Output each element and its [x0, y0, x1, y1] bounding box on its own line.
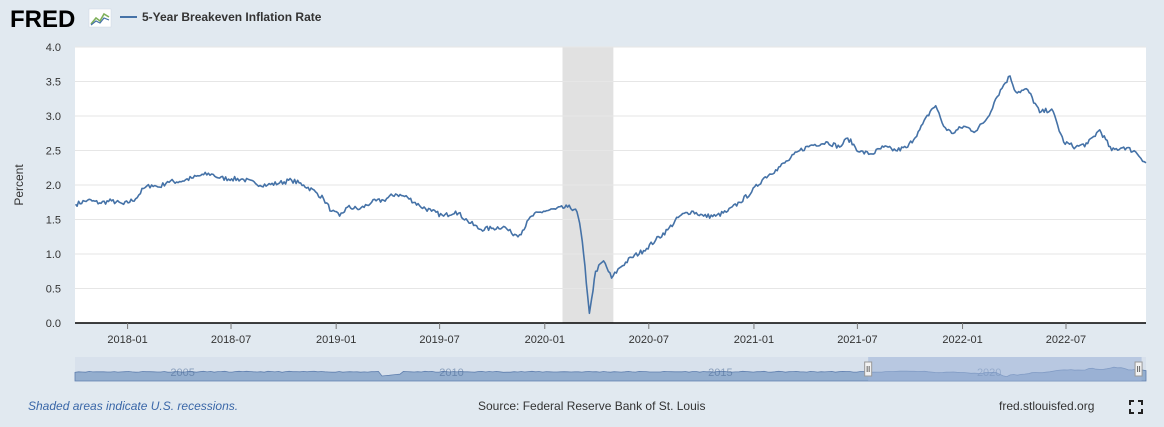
recession-note: Shaded areas indicate U.S. recessions.	[28, 399, 239, 413]
y-tick-label: 2.0	[46, 180, 61, 192]
y-tick-label: 2.5	[46, 146, 61, 158]
y-tick-label: 3.5	[46, 77, 61, 89]
y-tick-label: 4.0	[46, 42, 61, 54]
sparkline-icon	[88, 8, 112, 28]
handle-grip[interactable]	[864, 361, 873, 377]
header: FRED 5-Year Breakeven Inflation Rate	[10, 6, 322, 33]
fred-url-link[interactable]: fred.stlouisfed.org	[999, 399, 1095, 413]
fullscreen-icon[interactable]	[1129, 400, 1143, 414]
y-axis-label: Percent	[12, 164, 26, 206]
navigator-handle-left[interactable]	[864, 361, 873, 377]
x-tick-label: 2018-07	[211, 334, 251, 346]
x-tick-label: 2018-01	[107, 334, 147, 346]
source-text: Source: Federal Reserve Bank of St. Loui…	[478, 399, 706, 413]
navigator[interactable]: 2005201020152020	[74, 357, 1147, 382]
y-tick-label: 1.5	[46, 215, 61, 227]
line-layer	[74, 75, 1147, 315]
y-tick-label: 3.0	[46, 111, 61, 123]
x-tick-label: 2019-07	[419, 334, 459, 346]
fred-logo[interactable]: FRED	[10, 6, 75, 33]
x-tick-label: 2022-07	[1046, 334, 1086, 346]
x-tick-label: 2021-01	[734, 334, 774, 346]
x-tick-label: 2022-01	[942, 334, 982, 346]
y-tick-label: 0.0	[46, 318, 61, 330]
y-tick-label: 0.5	[46, 284, 61, 296]
x-tick-label: 2019-01	[316, 334, 356, 346]
navigator-year-label: 2010	[439, 367, 463, 379]
navigator-year-label: 2005	[170, 367, 194, 379]
x-tick-label: 2021-07	[837, 334, 877, 346]
handle-grip[interactable]	[1134, 361, 1143, 377]
x-tick-labels: 2018-01 2018-07 2019-01 2019-07 2020-01 2020-…	[107, 323, 1086, 346]
legend-label[interactable]: 5-Year Breakeven Inflation Rate	[142, 10, 322, 24]
grid-layer	[75, 46, 1146, 289]
x-tick-label: 2020-07	[629, 334, 669, 346]
navigator-year-label: 2015	[708, 367, 732, 379]
x-tick-label: 2020-01	[525, 334, 565, 346]
series-line[interactable]	[74, 75, 1147, 315]
navigator-handle-right[interactable]	[1134, 361, 1143, 377]
y-tick-labels: 0.0 0.5 1.0 1.5 2.0 2.5 3.0 3.5 4.0	[46, 42, 61, 330]
navigator-selected-range[interactable]	[868, 357, 1142, 381]
y-tick-label: 1.0	[46, 249, 61, 261]
